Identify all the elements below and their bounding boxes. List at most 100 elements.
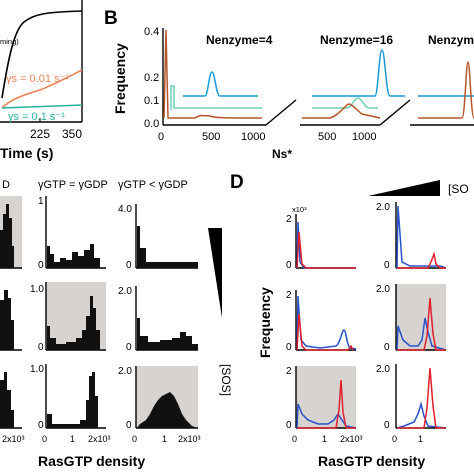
panel-c-col3-zero-2: 0 bbox=[126, 342, 132, 353]
panel-b-xtick-0: 0 bbox=[158, 131, 164, 143]
panel-c-xtick-a: 2x10³ bbox=[2, 434, 25, 444]
panel-a-xlabel: Time (s) bbox=[0, 145, 53, 161]
panel-c-col3-ytick-3: 2.0 bbox=[118, 366, 132, 377]
panel-c-title-1: D bbox=[2, 179, 10, 191]
panel-d-xlabel: RasGTP density bbox=[318, 453, 425, 469]
panel-c-col3-ytick-2: 2.0 bbox=[118, 286, 132, 297]
panel-b-brown-trace-3 bbox=[418, 61, 474, 119]
panel-d-col1: 2 0 2 0 2 0 0 1 2x10³ bbox=[286, 214, 363, 444]
panel-d-col2-ytick-3: 2.0 bbox=[376, 364, 390, 375]
panel-b-ytick-02: 0.2 bbox=[144, 72, 159, 84]
panel-c-col2-zero-1: 0 bbox=[38, 260, 44, 271]
panel-c-xtick-2b: 2x10³ bbox=[178, 434, 201, 444]
panel-c-hist-r2c3 bbox=[137, 318, 198, 350]
panel-d-col1-zero-3: 0 bbox=[286, 420, 292, 431]
panel-b-xtick-1000: 1000 bbox=[241, 131, 265, 143]
panel-b-blue-trace-2 bbox=[312, 49, 405, 97]
panel-b-brown-trace-1 bbox=[163, 29, 263, 119]
panel-b-ytick-01: 0.1 bbox=[144, 95, 159, 107]
panel-b-title-2: Nenzyme=16 bbox=[320, 33, 393, 47]
panel-c-hist-r1c3 bbox=[137, 226, 198, 268]
panel-d-red-r2c2 bbox=[397, 297, 446, 351]
panel-a-legend-orange: γs = 0.01 s⁻¹ bbox=[6, 73, 69, 85]
panel-c-xtick-2: 2x10³ bbox=[88, 434, 111, 444]
panel-d-col2: 2.0 0 2.0 0 2.0 0 0 1 bbox=[376, 202, 447, 444]
panel-b-teal-trace-2 bbox=[312, 97, 378, 109]
panel-d-blue-r3c2 bbox=[396, 401, 447, 429]
panel-d-blue-r3c1 bbox=[296, 403, 357, 429]
panel-c-sos-wedge bbox=[208, 228, 222, 318]
panel-d-ylabel: Frequency bbox=[257, 287, 273, 358]
panel-c-hist-r2c1 bbox=[0, 290, 14, 350]
panel-c: D γGTP = γGDP γGTP < γGDP 2x10³ 1 0 1.0 … bbox=[0, 179, 233, 469]
panel-d-red-r1c1 bbox=[296, 231, 356, 269]
panel-b-brown-trace-2 bbox=[302, 103, 381, 119]
panel-a-legend-teal: γs = 0.1 s⁻¹ bbox=[8, 111, 65, 123]
panel-d-col1-ytick-3: 2 bbox=[286, 366, 292, 377]
panel-d-col2-ytick-2: 2.0 bbox=[376, 284, 390, 295]
panel-d-blue-r1c2 bbox=[396, 205, 447, 269]
panel-d-col2-ytick-1: 2.0 bbox=[376, 202, 390, 213]
panel-d-letter: D bbox=[230, 172, 244, 193]
panel-d-col1-zero-2: 0 bbox=[286, 342, 292, 353]
panel-a-orange-curve bbox=[1, 69, 83, 109]
panel-c-col2-zero-3: 0 bbox=[38, 420, 44, 431]
panel-c-col3-ytick-1: 4.0 bbox=[118, 204, 132, 215]
panel-c-col2-zero-2: 0 bbox=[38, 342, 44, 353]
panel-a-teal-curve bbox=[1, 104, 83, 109]
panel-a-black-curve bbox=[1, 10, 83, 99]
panel-d-xtick-1b: 1 bbox=[418, 434, 423, 444]
panel-d-col1-zero-1: 0 bbox=[286, 260, 292, 271]
panel-d-col2-zero-1: 0 bbox=[384, 260, 390, 271]
panel-c-hist-r3c2 bbox=[47, 372, 98, 428]
panel-d-xtick-2: 2x10³ bbox=[340, 434, 363, 444]
panel-d-shade-r3c1 bbox=[296, 366, 356, 428]
panel-c-xlabel: RasGTP density bbox=[38, 453, 145, 469]
panel-b-ytick-00: 0.0 bbox=[144, 118, 159, 130]
panel-c-title-3: γGTP < γGDP bbox=[118, 179, 188, 191]
panel-c-col3: 4.0 0 2.0 0 2.0 0 0 1 2x10³ bbox=[118, 204, 201, 444]
panel-c-col2-ytick-2: 1.0 bbox=[30, 284, 44, 295]
panel-c-col1: 2x10³ bbox=[0, 196, 25, 444]
panel-d-shade-r2c2 bbox=[396, 284, 446, 350]
panel-d-blue-r1c1 bbox=[296, 221, 356, 269]
panel-b-teal-trace-1 bbox=[170, 85, 262, 110]
panel-d-col1-ytick-1: 2 bbox=[286, 214, 292, 225]
panel-c-col3-zero-3: 0 bbox=[126, 420, 132, 431]
panel-b-break-1 bbox=[265, 99, 297, 126]
panel-c-col2: 1 0 1.0 0 1.0 0 0 1 2x10³ bbox=[30, 196, 111, 444]
panel-b-blue-trace-1 bbox=[183, 71, 258, 97]
panel-c-xtick-1b: 1 bbox=[162, 434, 167, 444]
panel-b-ytick-04: 0.4 bbox=[144, 26, 159, 38]
panel-b: B Frequency 0.4 0.2 0.1 0.0 0 500 1000 5… bbox=[104, 8, 474, 161]
panel-d-xtick-1: 1 bbox=[322, 434, 327, 444]
panel-a: ming) γs = 0.01 s⁻¹ γs = 0.1 s⁻¹ 225 350… bbox=[0, 0, 83, 161]
panel-c-hist-r1c1 bbox=[0, 204, 14, 268]
panel-d-col2-zero-3: 0 bbox=[384, 420, 390, 431]
panel-d-xtick-0b: 0 bbox=[392, 434, 397, 444]
panel-a-xtick-350: 350 bbox=[62, 127, 82, 141]
panel-a-xtick-225: 225 bbox=[30, 127, 50, 141]
panel-b-title-1: Nenzyme=4 bbox=[206, 33, 273, 47]
panel-d-sos-label: [SO bbox=[448, 182, 469, 196]
panel-b-ylabel: Frequency bbox=[112, 43, 128, 114]
panel-d-red-r3c1 bbox=[297, 379, 356, 429]
panel-c-xtick-0b: 0 bbox=[132, 434, 137, 444]
panel-b-letter: B bbox=[104, 8, 118, 29]
panel-c-title-2: γGTP = γGDP bbox=[38, 179, 108, 191]
panel-d-xtick-0: 0 bbox=[292, 434, 297, 444]
panel-c-col3-zero-1: 0 bbox=[126, 260, 132, 271]
panel-c-hist-r1c2 bbox=[47, 244, 100, 268]
panel-d-col2-zero-2: 0 bbox=[384, 342, 390, 353]
panel-c-col2-ytick-1: 1 bbox=[38, 196, 44, 207]
panel-d-red-r1c2 bbox=[397, 251, 446, 269]
panel-c-hist-r3c3 bbox=[137, 392, 198, 428]
panel-d-sos-wedge bbox=[368, 180, 440, 196]
panel-b-title-3: Nenzyme=6 bbox=[428, 33, 474, 47]
panel-a-legend-top: ming) bbox=[0, 37, 19, 46]
panel-c-sos-label: [SOS] bbox=[219, 364, 233, 396]
panel-d-red-r3c2 bbox=[397, 367, 446, 429]
panel-d-blue-r2c2 bbox=[396, 317, 447, 351]
